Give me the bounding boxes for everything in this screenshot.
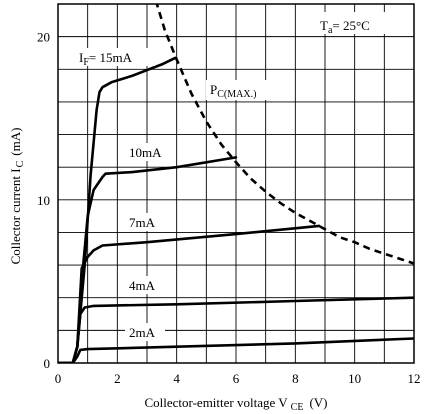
series-label-2ma: 2mA [125, 323, 165, 341]
x-tick-label: 12 [408, 371, 421, 386]
x-axis-label: Collector-emitter voltage V CE (V) [144, 395, 327, 413]
svg-text:IF= 15mA: IF= 15mA [79, 50, 133, 68]
x-tick-label: 6 [233, 371, 240, 386]
plot-frame [57, 3, 415, 364]
svg-text:10mA: 10mA [129, 145, 162, 160]
condition-label: Ta= 25°C [320, 18, 370, 36]
svg-text:PC(MAX.): PC(MAX.) [210, 82, 256, 100]
x-tick-label: 4 [173, 371, 180, 386]
svg-text:2mA: 2mA [129, 325, 156, 340]
condition-label-bg [302, 12, 406, 34]
max-power-curve [155, 4, 414, 265]
series-line-4 [58, 337, 414, 363]
max-power-label: PC(MAX.) [206, 80, 286, 100]
y-tick-label: 10 [37, 193, 50, 208]
x-tick-label: 8 [292, 371, 299, 386]
svg-text:7mA: 7mA [129, 215, 156, 230]
series-label-if15: IF= 15mA [75, 48, 155, 68]
svg-text:4mA: 4mA [129, 278, 156, 293]
y-tick-label: 0 [44, 356, 51, 371]
series-layer [58, 4, 414, 363]
series-label-7ma: 7mA [125, 213, 165, 231]
x-tick-label: 2 [114, 371, 121, 386]
series-line-3 [58, 296, 414, 363]
series-label-10ma: 10mA [125, 143, 173, 161]
y-tick-label: 20 [37, 30, 50, 45]
y-axis-label: Collector current IC(mA) [8, 128, 26, 265]
x-tick-label: 10 [348, 371, 361, 386]
x-tick-label: 0 [55, 371, 62, 386]
tick-layer: 0 2 4 6 8 10 12 0 10 20 [37, 30, 421, 386]
series-label-4ma: 4mA [125, 276, 165, 294]
